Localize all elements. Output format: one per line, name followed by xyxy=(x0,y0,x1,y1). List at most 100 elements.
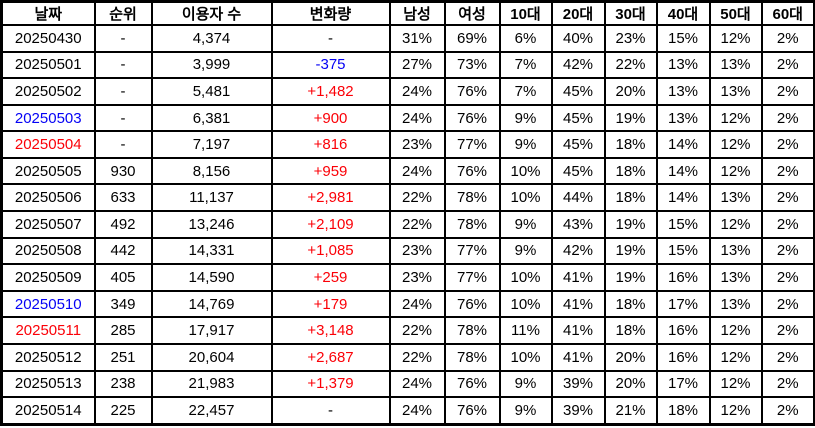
cell-age10s: 9% xyxy=(498,236,553,266)
table-row: 20250510 349 14,769 +179 24% 76% 10% 41% 18% 17% 1… xyxy=(0,289,815,319)
table-row: 20250511 285 17,917 +3,148 22% 78% 11% 41% 18% 16… xyxy=(0,316,815,345)
cell-age20s: 45% xyxy=(550,156,606,186)
table-row: 20250505 930 8,156 +959 24% 76% 10% 45% 18% 14% 12… xyxy=(0,156,815,186)
cell-age50s: 12% xyxy=(708,369,763,399)
cell-age50s: 13% xyxy=(708,77,763,106)
cell-users: 11,137 xyxy=(150,183,273,213)
cell-users: 21,983 xyxy=(150,369,273,399)
cell-age20s: 41% xyxy=(550,316,606,345)
table-row: 20250506 633 11,137 +2,981 22% 78% 10% 44% 18% 14… xyxy=(0,183,815,213)
cell-rank: - xyxy=(93,50,153,80)
cell-users: 14,331 xyxy=(150,236,273,266)
cell-age40s: 13% xyxy=(655,103,711,133)
cell-age10s: 10% xyxy=(498,263,553,292)
cell-age30s: 19% xyxy=(603,236,658,266)
cell-age30s: 18% xyxy=(603,183,658,213)
cell-age50s: 12% xyxy=(708,24,763,53)
cell-change: +259 xyxy=(270,263,391,292)
cell-age10s: 9% xyxy=(498,103,553,133)
cell-female: 78% xyxy=(443,210,501,239)
cell-age30s: 18% xyxy=(603,156,658,186)
cell-age50s: 13% xyxy=(708,236,763,266)
cell-date: 20250509 xyxy=(0,263,96,292)
cell-change: +179 xyxy=(270,289,391,319)
cell-age50s: 13% xyxy=(708,289,763,319)
cell-age60s: 2% xyxy=(760,103,815,133)
cell-users: 17,917 xyxy=(150,316,273,345)
cell-age40s: 13% xyxy=(655,77,711,106)
cell-change: +900 xyxy=(270,103,391,133)
column-header-age50s: 50대 xyxy=(708,0,763,26)
cell-age20s: 41% xyxy=(550,289,606,319)
cell-rank: 405 xyxy=(93,263,153,292)
cell-age60s: 2% xyxy=(760,342,815,372)
cell-age10s: 10% xyxy=(498,289,553,319)
cell-age40s: 15% xyxy=(655,24,711,53)
cell-male: 24% xyxy=(388,289,446,319)
table-header: 날짜 순위 이용자 수 변화량 남성 여성 10대 20대 30대 40대 50… xyxy=(0,0,815,26)
cell-female: 78% xyxy=(443,316,501,345)
column-header-users: 이용자 수 xyxy=(150,0,273,26)
cell-rank: - xyxy=(93,24,153,53)
cell-age60s: 2% xyxy=(760,24,815,53)
cell-age20s: 39% xyxy=(550,396,606,426)
cell-age40s: 14% xyxy=(655,130,711,159)
column-header-rank: 순위 xyxy=(93,0,153,26)
cell-age40s: 16% xyxy=(655,342,711,372)
cell-rank: - xyxy=(93,130,153,159)
cell-change: +2,687 xyxy=(270,342,391,372)
cell-age20s: 42% xyxy=(550,236,606,266)
cell-users: 3,999 xyxy=(150,50,273,80)
cell-age20s: 44% xyxy=(550,183,606,213)
cell-female: 76% xyxy=(443,103,501,133)
cell-age20s: 45% xyxy=(550,77,606,106)
cell-rank: 442 xyxy=(93,236,153,266)
cell-age20s: 39% xyxy=(550,369,606,399)
cell-rank: - xyxy=(93,77,153,106)
cell-change: - xyxy=(270,396,391,426)
cell-age60s: 2% xyxy=(760,183,815,213)
cell-date: 20250510 xyxy=(0,289,96,319)
cell-age20s: 43% xyxy=(550,210,606,239)
cell-users: 20,604 xyxy=(150,342,273,372)
cell-age50s: 12% xyxy=(708,103,763,133)
cell-age40s: 16% xyxy=(655,263,711,292)
cell-rank: 349 xyxy=(93,289,153,319)
cell-date: 20250513 xyxy=(0,369,96,399)
column-header-male: 남성 xyxy=(388,0,446,26)
cell-age50s: 13% xyxy=(708,183,763,213)
cell-users: 7,197 xyxy=(150,130,273,159)
cell-rank: 238 xyxy=(93,369,153,399)
cell-change: +2,981 xyxy=(270,183,391,213)
cell-age30s: 20% xyxy=(603,77,658,106)
cell-users: 5,481 xyxy=(150,77,273,106)
cell-change: +2,109 xyxy=(270,210,391,239)
cell-rank: 225 xyxy=(93,396,153,426)
table-row: 20250502-5,481 +1,482 24% 76% 7% 45% 20% 13% 13%… xyxy=(0,77,815,106)
cell-rank: - xyxy=(93,103,153,133)
cell-age40s: 16% xyxy=(655,316,711,345)
cell-male: 22% xyxy=(388,183,446,213)
cell-female: 78% xyxy=(443,183,501,213)
table-row: 20250501-3,999 -375 27% 73% 7% 42% 22% 13% 13% 2% xyxy=(0,50,815,80)
cell-male: 24% xyxy=(388,396,446,426)
column-header-age30s: 30대 xyxy=(603,0,658,26)
cell-date: 20250514 xyxy=(0,396,96,426)
cell-age10s: 11% xyxy=(498,316,553,345)
cell-age20s: 41% xyxy=(550,263,606,292)
cell-age50s: 12% xyxy=(708,210,763,239)
cell-age60s: 2% xyxy=(760,396,815,426)
cell-age10s: 9% xyxy=(498,130,553,159)
cell-age10s: 10% xyxy=(498,342,553,372)
cell-age10s: 10% xyxy=(498,156,553,186)
cell-age50s: 12% xyxy=(708,342,763,372)
cell-male: 24% xyxy=(388,77,446,106)
cell-age50s: 12% xyxy=(708,130,763,159)
table-row: 20250508 442 14,331 +1,085 23% 77% 9% 42% 19% 15%… xyxy=(0,236,815,266)
cell-users: 8,156 xyxy=(150,156,273,186)
cell-age30s: 23% xyxy=(603,24,658,53)
cell-age10s: 9% xyxy=(498,369,553,399)
cell-age20s: 40% xyxy=(550,24,606,53)
cell-age10s: 7% xyxy=(498,50,553,80)
